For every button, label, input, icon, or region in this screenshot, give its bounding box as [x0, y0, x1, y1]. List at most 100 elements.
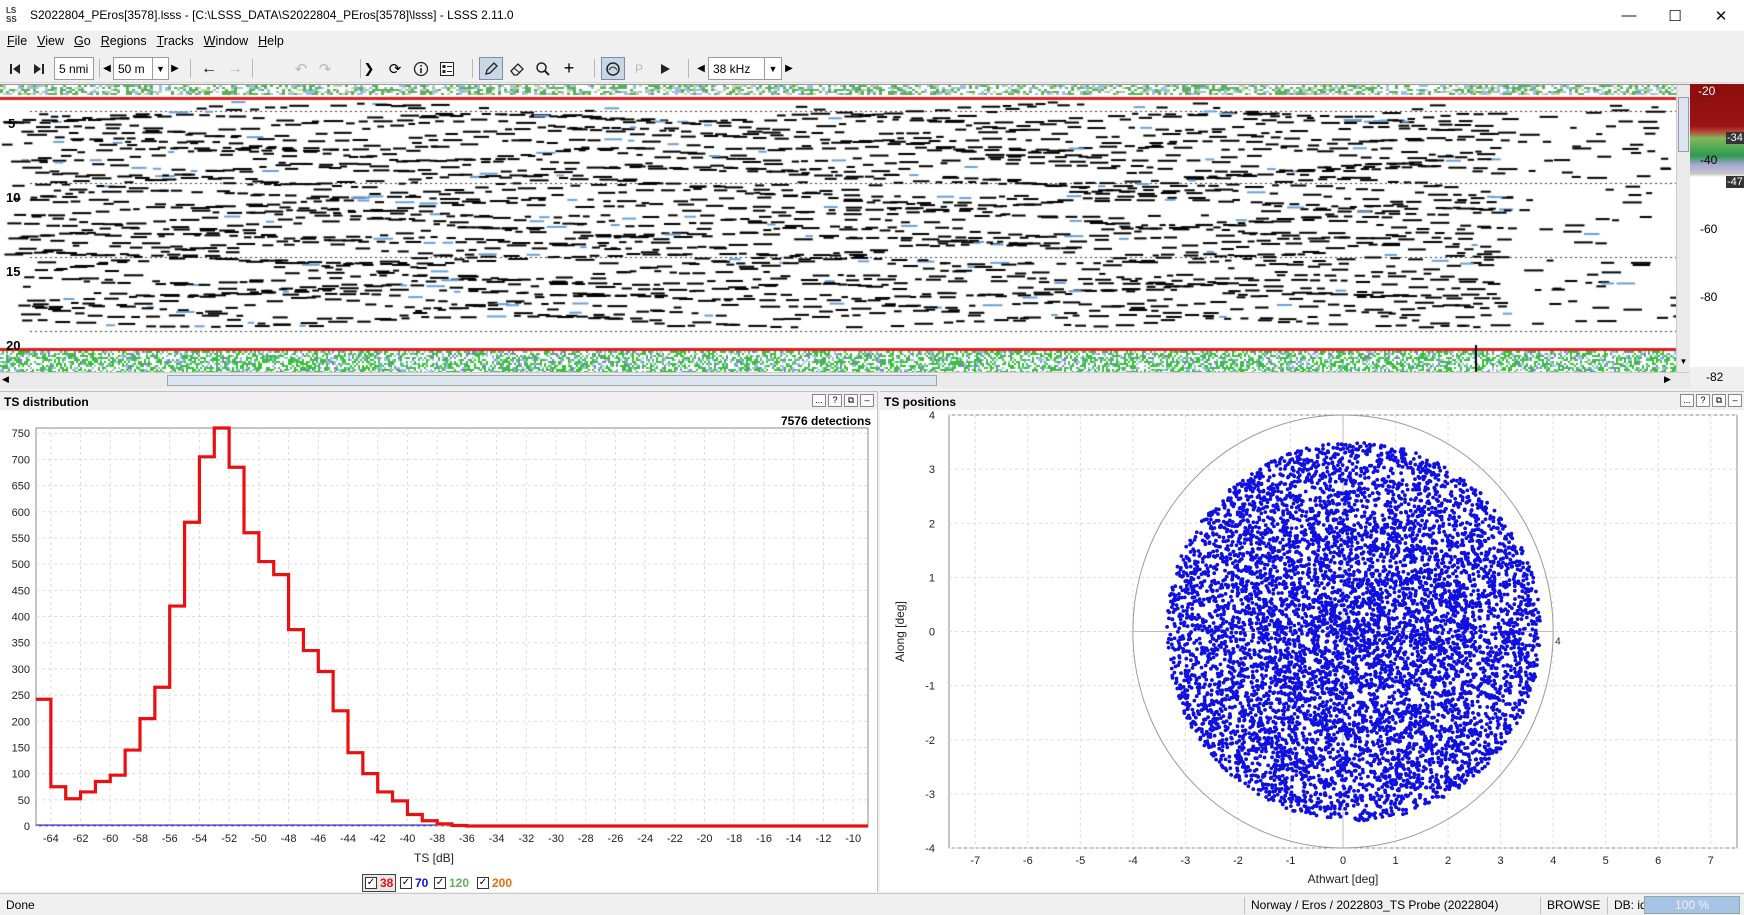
legend-120[interactable]: ✓ 120 [434, 874, 469, 891]
checklist-button[interactable] [436, 57, 458, 80]
circle-select-button[interactable] [601, 57, 625, 80]
arrow-left-button[interactable]: ← [197, 57, 221, 80]
pencil-button[interactable] [479, 57, 503, 80]
hist-bar [199, 457, 214, 826]
hist-x-tick: -18 [726, 833, 742, 845]
ts-dist-menu-button[interactable]: ... [812, 394, 826, 407]
arrow-left-icon: ← [201, 59, 217, 77]
legend-200-checkbox[interactable]: ✓ [477, 876, 489, 889]
ts-pos-float-button[interactable]: ⧉ [1712, 394, 1726, 407]
frequency-dropdown-icon[interactable]: ▼ [764, 57, 782, 80]
play-button[interactable] [654, 57, 676, 80]
menu-help[interactable]: Help [258, 34, 284, 48]
scatter-x-tick: 7 [1708, 855, 1714, 867]
info-icon [413, 61, 429, 76]
hist-y-tick: 550 [12, 533, 30, 545]
arrow-right-button[interactable]: → [223, 57, 247, 80]
frequency-increase-button[interactable]: ▶ [785, 63, 793, 74]
colorbar[interactable]: -20 -34 -40 -47 -60 -80 -82 [1690, 84, 1744, 387]
hist-bar [333, 711, 348, 826]
legend-38[interactable]: ✓ 38 [362, 873, 397, 892]
vertical-scroll-thumb[interactable] [1678, 97, 1689, 152]
status-bar: Done Norway / Eros / 2022803_TS Probe (2… [0, 893, 1744, 915]
range-decrease-button[interactable]: ◀ [103, 63, 111, 74]
depth-label-20: 20 [6, 338, 21, 353]
hist-y-tick: 650 [12, 481, 30, 493]
echogram-horizontal-scrollbar[interactable]: ◀ ▶ [0, 372, 1690, 388]
undo-button[interactable]: ↶ [290, 57, 312, 80]
ts-dist-float-button[interactable]: ⧉ [844, 394, 858, 407]
ts-dist-minimize-button[interactable]: – [860, 394, 874, 407]
legend-38-checkbox[interactable]: ✓ [365, 876, 377, 889]
hist-bar [348, 753, 363, 826]
step-back-button[interactable] [4, 57, 26, 80]
frequency-decrease-button[interactable]: ◀ [697, 63, 705, 74]
scatter-x-tick: 1 [1392, 855, 1398, 867]
minimize-button[interactable]: — [1621, 7, 1637, 24]
menu-view[interactable]: View [37, 34, 65, 48]
hist-x-tick: -20 [697, 833, 713, 845]
legend-70-checkbox[interactable]: ✓ [400, 876, 412, 889]
range-dropdown-icon[interactable]: ▼ [152, 57, 169, 80]
frequency-select[interactable]: 38 kHz [708, 57, 782, 80]
colorbar-label-top: -20 [1698, 84, 1716, 98]
ts-pos-help-button[interactable]: ? [1696, 394, 1710, 407]
forward-button[interactable]: ❯ [358, 57, 380, 80]
step-forward-button[interactable] [28, 57, 50, 80]
ts-dist-help-button[interactable]: ? [828, 394, 842, 407]
hist-y-tick: 100 [12, 769, 30, 781]
toolbar: 5 nmi ◀ 50 m ▼ ▶ ← → ↶ ↷ ❯ ⟳ + P ◀ 38 kH… [0, 54, 1744, 83]
horizontal-scroll-thumb[interactable] [167, 375, 937, 386]
maximize-button[interactable]: ☐ [1668, 7, 1682, 25]
legend-200[interactable]: ✓ 200 [477, 874, 512, 891]
echogram-vertical-scrollbar[interactable]: ▼ [1676, 85, 1690, 372]
range-value: 50 m [118, 61, 145, 76]
refresh-icon: ⟳ [388, 60, 402, 78]
hist-bar [363, 774, 378, 826]
eraser-button[interactable] [506, 57, 528, 80]
info-button[interactable] [410, 57, 432, 80]
redo-button[interactable]: ↷ [314, 57, 336, 80]
refresh-button[interactable]: ⟳ [384, 57, 406, 80]
scatter-y-tick: 2 [929, 518, 935, 530]
scatter-y-tick: -2 [925, 735, 935, 747]
legend-70[interactable]: ✓ 70 [400, 874, 428, 891]
scroll-right-icon[interactable]: ▶ [1664, 374, 1671, 384]
zoom-button[interactable] [532, 57, 554, 80]
depth-label-10: 10 [6, 190, 21, 205]
crosshair-button[interactable]: + [558, 57, 580, 80]
scroll-left-icon[interactable]: ◀ [2, 374, 9, 384]
hist-bar [318, 672, 333, 826]
echogram-panel[interactable]: 5 10 15 20 ▼ ◀ ▶ [0, 84, 1744, 388]
hist-y-tick: 50 [18, 795, 30, 807]
crosshair-icon: + [563, 58, 575, 78]
scatter-x-tick: -4 [1128, 855, 1138, 867]
beam-circle-label: 4 [1555, 637, 1561, 648]
ts-pos-minimize-button[interactable]: – [1728, 394, 1742, 407]
hist-bar [66, 799, 81, 826]
scroll-down-icon[interactable]: ▼ [1679, 357, 1688, 366]
checklist-icon [440, 61, 454, 76]
zoom-icon [536, 61, 550, 76]
hist-bar [36, 699, 51, 826]
range-select[interactable]: 50 m [113, 57, 169, 80]
p-button[interactable]: P [628, 57, 650, 80]
hist-x-tick: -28 [578, 833, 594, 845]
menu-tracks[interactable]: Tracks [156, 34, 194, 48]
range-increase-button[interactable]: ▶ [171, 63, 179, 74]
menu-file[interactable]: File [7, 34, 28, 48]
hist-bar [393, 801, 408, 826]
hist-bar [81, 792, 96, 826]
legend-120-checkbox[interactable]: ✓ [434, 876, 446, 889]
distance-field[interactable]: 5 nmi [54, 57, 94, 80]
ts-pos-menu-button[interactable]: ... [1680, 394, 1694, 407]
menu-go[interactable]: Go [74, 34, 91, 48]
echogram-canvas[interactable] [0, 85, 1690, 388]
hist-bar [214, 428, 229, 826]
close-button[interactable]: ✕ [1714, 7, 1728, 25]
menu-window[interactable]: Window [203, 34, 249, 48]
hist-x-tick: -44 [340, 833, 356, 845]
ts-histogram-chart: -64 -62 -60 -58 -56 -54 -52 -50 -48 -46 -44 -42 -40 -… [12, 426, 869, 865]
hist-bar [229, 467, 244, 826]
menu-regions[interactable]: Regions [100, 34, 147, 48]
